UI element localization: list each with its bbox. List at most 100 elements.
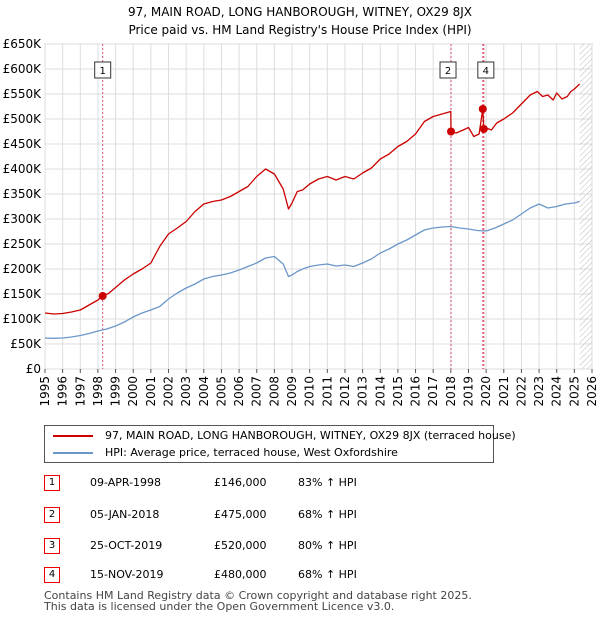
y-tick-label: £450K xyxy=(3,137,43,151)
transaction-label-text: 1 xyxy=(100,66,106,77)
x-tick-label: 1995 xyxy=(38,376,52,407)
x-tick-label: 2010 xyxy=(303,376,317,407)
x-tick-label: 2026 xyxy=(585,376,599,407)
table-row: 3 25-OCT-2019 £520,000 80% ↑ HPI xyxy=(44,538,600,556)
legend-label-property: 97, MAIN ROAD, LONG HANBOROUGH, WITNEY, … xyxy=(105,429,516,442)
chart: 97, MAIN ROAD, LONG HANBOROUGH, WITNEY, … xyxy=(3,5,599,407)
legend-label-hpi: HPI: Average price, terraced house, West… xyxy=(105,446,398,459)
x-tick-label: 2025 xyxy=(567,376,581,407)
transaction-number: 4 xyxy=(44,567,60,583)
x-tick-label: 2015 xyxy=(391,376,405,407)
y-tick-label: £200K xyxy=(3,262,43,276)
chart-title: 97, MAIN ROAD, LONG HANBOROUGH, WITNEY, … xyxy=(128,5,472,19)
table-row: 2 05-JAN-2018 £475,000 68% ↑ HPI xyxy=(44,507,600,525)
transaction-price: £146,000 xyxy=(214,476,267,489)
legend-swatch-hpi xyxy=(53,452,93,454)
x-tick-label: 2003 xyxy=(179,376,193,407)
y-tick-label: £500K xyxy=(3,112,43,126)
grid-lines xyxy=(44,43,593,370)
y-tick-label: £550K xyxy=(3,87,43,101)
x-axis: 1995 1996 1997 1998 1999 2000 2001 2002 2003 2004… xyxy=(38,369,599,407)
x-tick-label: 2006 xyxy=(232,376,246,407)
series-line-property xyxy=(44,83,581,315)
y-axis: £0 £50K £100K £150K £200K £250K £300K £350K £400… xyxy=(3,37,43,376)
transaction-point xyxy=(478,105,487,113)
x-tick-label: 2017 xyxy=(426,376,440,407)
legend-item-hpi: HPI: Average price, terraced house, West… xyxy=(53,445,398,461)
y-tick-label: £150K xyxy=(3,287,43,301)
transaction-date: 25-OCT-2019 xyxy=(90,539,163,552)
x-tick-label: 2024 xyxy=(550,376,564,407)
transaction-number: 1 xyxy=(44,475,60,491)
y-tick-label: £650K xyxy=(3,37,43,51)
x-tick-label: 1998 xyxy=(91,376,105,407)
transaction-hpi: 68% ↑ HPI xyxy=(298,568,357,581)
transaction-point xyxy=(479,125,488,133)
y-tick-label: £600K xyxy=(3,62,43,76)
transaction-points xyxy=(98,105,488,300)
x-tick-label: 2016 xyxy=(409,376,423,407)
y-tick-label: £350K xyxy=(3,187,43,201)
transaction-hpi: 68% ↑ HPI xyxy=(298,508,357,521)
x-tick-label: 2009 xyxy=(285,376,299,407)
plot-area xyxy=(44,43,593,370)
x-tick-label: 1997 xyxy=(73,376,87,407)
x-tick-label: 2014 xyxy=(373,376,387,407)
hatch-region xyxy=(579,44,592,369)
x-tick-label: 2002 xyxy=(162,376,176,407)
footer-copyright: Contains HM Land Registry data © Crown c… xyxy=(44,589,472,602)
transaction-price: £520,000 xyxy=(214,539,267,552)
legend-swatch-property xyxy=(53,435,93,437)
series-lines xyxy=(44,83,581,339)
x-tick-label: 2023 xyxy=(532,376,546,407)
transaction-price: £480,000 xyxy=(214,568,267,581)
legend: 97, MAIN ROAD, LONG HANBOROUGH, WITNEY, … xyxy=(44,425,516,463)
x-tick-label: 2011 xyxy=(320,376,334,407)
y-tick-label: £400K xyxy=(3,162,43,176)
footer: Contains HM Land Registry data © Crown c… xyxy=(44,590,472,612)
transaction-label-text: 2 xyxy=(445,66,451,77)
x-tick-label: 2022 xyxy=(514,376,528,407)
y-tick-label: £50K xyxy=(10,337,42,351)
footer-licence: This data is licensed under the Open Gov… xyxy=(44,600,395,613)
legend-item-property: 97, MAIN ROAD, LONG HANBOROUGH, WITNEY, … xyxy=(53,428,516,444)
series-line-hpi xyxy=(44,200,580,339)
table-row: 1 09-APR-1998 £146,000 83% ↑ HPI xyxy=(44,475,600,493)
transaction-label-box xyxy=(439,61,457,79)
y-tick-label: £250K xyxy=(3,237,43,251)
plot-frame xyxy=(44,43,593,370)
transaction-point xyxy=(447,127,456,136)
table-row: 4 15-NOV-2019 £480,000 68% ↑ HPI xyxy=(44,567,600,585)
transaction-label-box xyxy=(94,61,112,79)
x-tick-label: 2004 xyxy=(197,376,211,407)
x-tick-label: 2005 xyxy=(214,376,228,407)
y-tick-label: £100K xyxy=(3,312,43,326)
transaction-hpi: 83% ↑ HPI xyxy=(298,476,357,489)
x-tick-label: 1999 xyxy=(109,376,123,407)
x-tick-label: 2020 xyxy=(479,376,493,407)
x-tick-label: 2008 xyxy=(267,376,281,407)
transaction-point xyxy=(98,292,107,300)
x-tick-label: 2012 xyxy=(338,376,352,407)
future-hatch-area xyxy=(579,44,592,369)
chart-subtitle: Price paid vs. HM Land Registry's House … xyxy=(128,23,471,37)
x-tick-label: 2000 xyxy=(126,376,140,407)
x-tick-label: 2001 xyxy=(144,376,158,407)
y-tick-label: £300K xyxy=(3,212,43,226)
transaction-label-text: 4 xyxy=(483,66,489,77)
transaction-label-box xyxy=(477,61,495,79)
y-tick-label: £0 xyxy=(26,362,41,376)
transaction-number: 3 xyxy=(44,538,60,554)
x-tick-label: 2007 xyxy=(250,376,264,407)
transaction-number: 2 xyxy=(44,507,60,523)
x-tick-label: 2019 xyxy=(461,376,475,407)
transaction-labels: 1 2 4 xyxy=(94,61,495,79)
x-tick-label: 2021 xyxy=(497,376,511,407)
transaction-price: £475,000 xyxy=(214,508,267,521)
transaction-date: 15-NOV-2019 xyxy=(90,568,164,581)
x-tick-label: 2018 xyxy=(444,376,458,407)
transaction-date: 05-JAN-2018 xyxy=(90,508,160,521)
transaction-hpi: 80% ↑ HPI xyxy=(298,539,357,552)
transaction-date: 09-APR-1998 xyxy=(90,476,162,489)
x-tick-label: 2013 xyxy=(356,376,370,407)
